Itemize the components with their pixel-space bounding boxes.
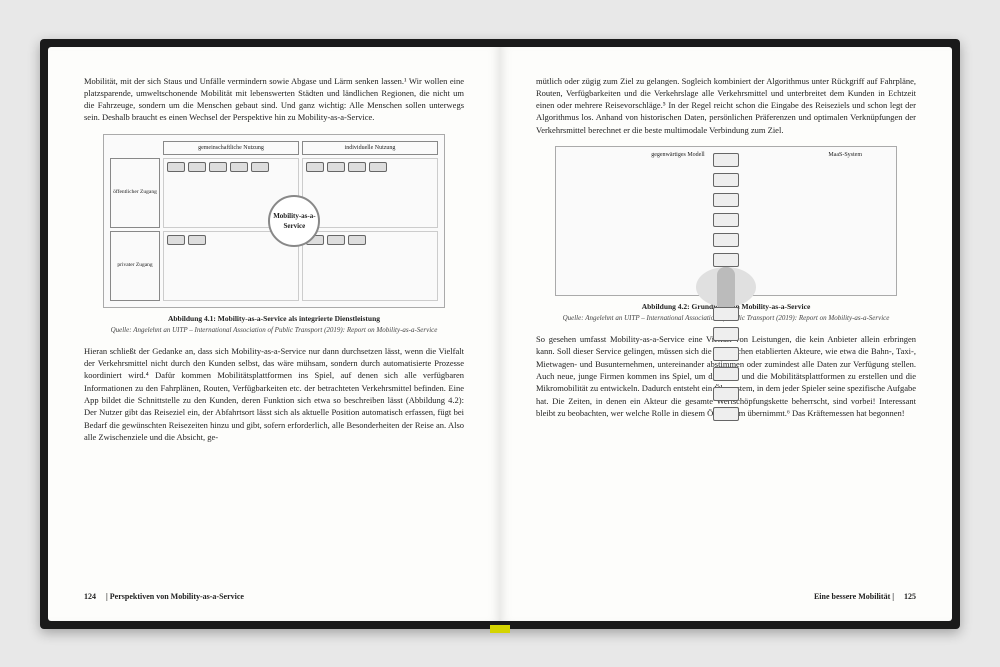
fig2-person-icon	[696, 267, 756, 307]
book-spread: Mobilität, mit der sich Staus und Unfäll…	[40, 39, 960, 629]
fig1-header-shared: gemeinschaftliche Nutzung	[163, 141, 299, 156]
fig1-cell-2	[302, 158, 438, 228]
fig1-caption-title: Abbildung 4.1: Mobility-as-a-Service als…	[103, 314, 445, 325]
fig1-side-public: öffentlicher Zugang	[110, 158, 160, 228]
page-number-left: 124	[84, 592, 96, 601]
footer-title-right: Eine bessere Mobilität	[814, 592, 890, 601]
figure-4-2: gegenwärtiges Modell MaaS-System Abbildu…	[555, 146, 897, 323]
para-left-2: Hieran schließt der Gedanke an, dass sic…	[84, 345, 464, 444]
fig1-caption-source: Quelle: Angelehnt an UITP – Internationa…	[103, 325, 445, 335]
figure-4-1: gemeinschaftliche Nutzung individuelle N…	[103, 134, 445, 335]
fig2-right-icons	[713, 307, 739, 421]
fig2-label-maas: MaaS-System	[828, 151, 862, 160]
footer-title-left: Perspektiven von Mobility-as-a-Service	[110, 592, 244, 601]
fig1-side-private: privater Zugang	[110, 231, 160, 301]
fig1-cell-4	[302, 231, 438, 301]
page-left: Mobilität, mit der sich Staus und Unfäll…	[48, 47, 500, 621]
para-right-1: mütlich oder zügig zum Ziel zu gelangen.…	[536, 75, 916, 137]
fig2-label-current: gegenwärtiges Modell	[651, 151, 704, 160]
fig2-left-icons	[713, 153, 739, 267]
figure-4-2-image: gegenwärtiges Modell MaaS-System	[555, 146, 897, 296]
fig1-center-label: Mobility-as-a-Service	[268, 195, 320, 247]
para-left-1: Mobilität, mit der sich Staus und Unfäll…	[84, 75, 464, 124]
footer-left: 124 | Perspektiven von Mobility-as-a-Ser…	[84, 583, 464, 603]
footer-right: Eine bessere Mobilität | 125	[536, 583, 916, 603]
page-right: mütlich oder zügig zum Ziel zu gelangen.…	[500, 47, 952, 621]
fig1-header-individual: individuelle Nutzung	[302, 141, 438, 156]
page-number-right: 125	[904, 592, 916, 601]
bookmark-ribbon	[490, 625, 510, 633]
figure-4-1-image: gemeinschaftliche Nutzung individuelle N…	[103, 134, 445, 308]
figure-4-1-caption: Abbildung 4.1: Mobility-as-a-Service als…	[103, 314, 445, 335]
